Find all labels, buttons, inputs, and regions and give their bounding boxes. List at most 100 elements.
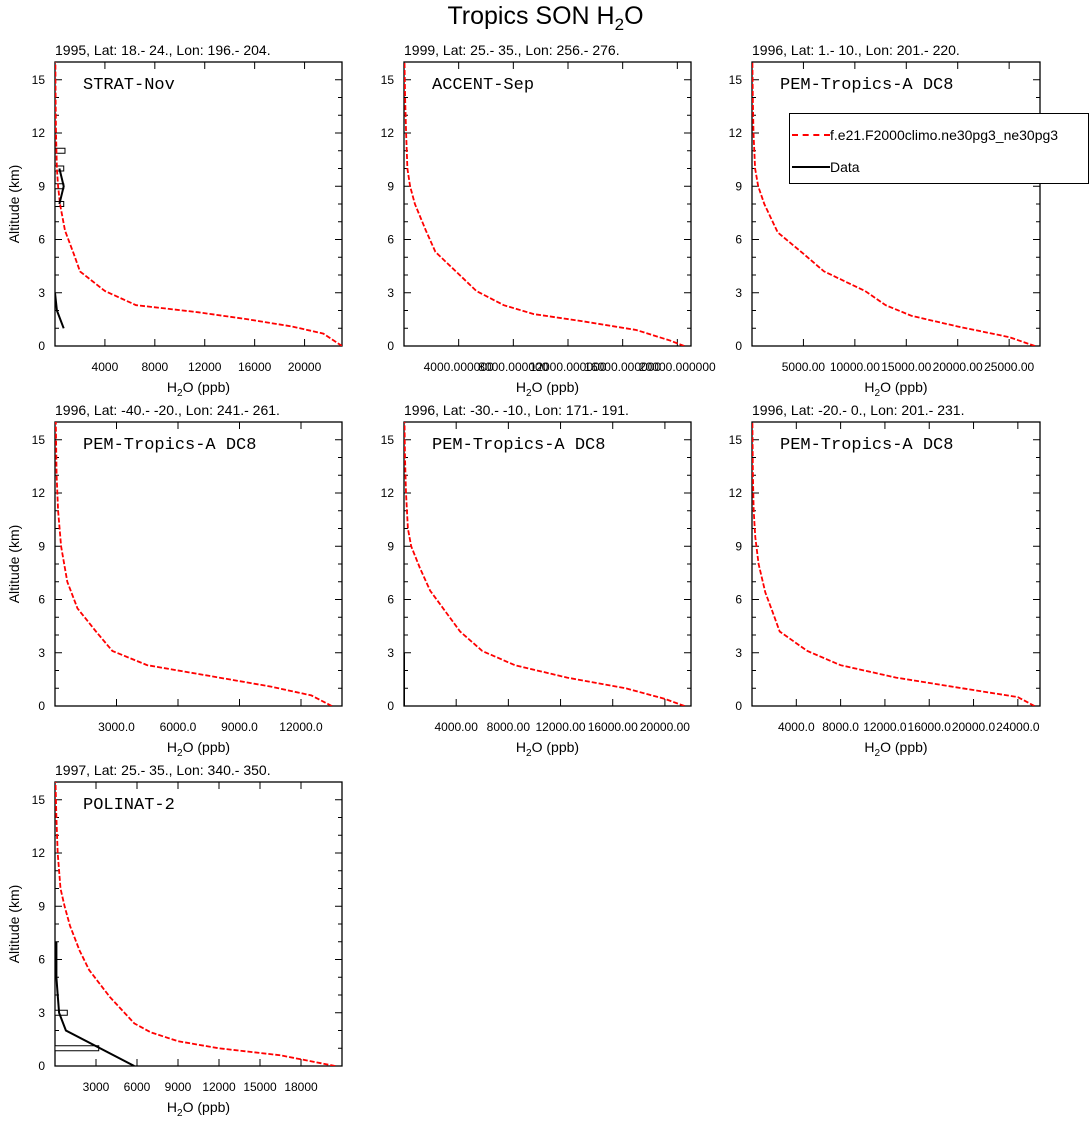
y-tick-label: 12 (32, 486, 46, 500)
panel-subtitle: 1996, Lat: -30.- -10., Lon: 171.- 191. (404, 402, 629, 418)
x-tick-label: 10000.00 (830, 360, 880, 374)
y-axis-label: Altitude (km) (6, 885, 22, 964)
y-tick-label: 3 (38, 646, 45, 660)
y-tick-label: 0 (735, 699, 742, 713)
y-tick-label: 12 (32, 126, 46, 140)
x-tick-label: 24000.0 (996, 720, 1040, 734)
x-tick-label: 25000.00 (984, 360, 1034, 374)
x-tick-label: 4000.00 (434, 720, 478, 734)
data-error-bar (54, 1009, 68, 1016)
y-tick-label: 12 (729, 486, 743, 500)
x-tick-label: 15000 (243, 1080, 277, 1094)
x-axis-label-subscript: 2 (875, 388, 881, 399)
x-axis-label-subscript: 2 (875, 748, 881, 759)
x-axis-label: H2O (ppb) (864, 739, 927, 759)
y-tick-label: 0 (38, 339, 45, 353)
y-tick-label: 15 (729, 73, 743, 87)
model-profile-line (404, 422, 685, 706)
legend-data-label: Data (830, 159, 860, 175)
x-axis-label: H2O (ppb) (167, 379, 230, 399)
x-tick-label: 4000.0 (778, 720, 815, 734)
y-tick-label: 15 (729, 433, 743, 447)
plot-frame (54, 421, 343, 707)
x-axis-label-rest: O (ppb) (880, 739, 927, 755)
x-tick-label: 6000 (124, 1080, 151, 1094)
x-axis-label: H2O (ppb) (167, 739, 230, 759)
plot-frame (403, 61, 692, 347)
panel-subtitle: 1997, Lat: 25.- 35., Lon: 340.- 350. (55, 762, 271, 778)
plot-frame (403, 421, 692, 707)
x-tick-label: 16000.00 (588, 720, 638, 734)
x-tick-label: 8000.000000 (478, 360, 548, 374)
y-tick-label: 12 (32, 846, 46, 860)
legend-model-label: f.e21.F2000climo.ne30pg3_ne30pg3 (830, 127, 1059, 143)
x-axis-label-subscript: 2 (526, 748, 532, 759)
y-tick-label: 12 (381, 126, 395, 140)
title-suffix: O (624, 2, 644, 30)
x-tick-label: 3000.0 (98, 720, 135, 734)
data-error-bar (54, 1045, 100, 1052)
figure-title: Tropics SON H2O (0, 2, 1091, 35)
y-tick-label: 12 (729, 126, 743, 140)
y-tick-label: 0 (387, 339, 394, 353)
y-tick-label: 15 (32, 73, 46, 87)
x-axis-label: H2O (ppb) (167, 1099, 230, 1119)
panel-5: 0 3 6 9 12 15 4000.00 8000.00 12000.00 16000.00 20… (381, 402, 692, 759)
x-tick-label: 4000 (92, 360, 119, 374)
panel-6: 0 3 6 9 12 15 4000.0 8000.0 12000.0 16000.0 20000.… (729, 402, 1041, 759)
x-tick-label: 9000.0 (221, 720, 258, 734)
observation-profile-line (55, 941, 135, 1066)
campaign-label: PEM-Tropics-A DC8 (780, 436, 953, 455)
x-tick-label: 20000.000000 (639, 360, 716, 374)
x-axis-label: H2O (ppb) (516, 379, 579, 399)
y-tick-label: 6 (38, 953, 45, 967)
x-tick-label: 16000.000000 (584, 360, 661, 374)
x-axis-label-rest: O (ppb) (183, 379, 230, 395)
y-tick-label: 9 (387, 539, 394, 553)
model-profile-line (55, 62, 342, 346)
model-profile-line (55, 422, 333, 706)
x-tick-label: 12000.0 (279, 720, 323, 734)
y-tick-label: 3 (735, 286, 742, 300)
y-tick-label: 9 (387, 179, 394, 193)
model-profile-line (404, 62, 685, 346)
observation-profile-line (55, 292, 65, 329)
y-tick-label: 0 (735, 339, 742, 353)
y-tick-label: 12 (381, 486, 395, 500)
y-axis-label: Altitude (km) (6, 165, 22, 244)
x-tick-label: 12000.0 (863, 720, 907, 734)
panel-subtitle: 1996, Lat: -20.- 0., Lon: 201.- 231. (752, 402, 964, 418)
x-axis-label-rest: O (ppb) (532, 739, 579, 755)
x-tick-label: 20000.00 (933, 360, 983, 374)
campaign-label: PEM-Tropics-A DC8 (432, 436, 605, 455)
y-tick-label: 0 (38, 699, 45, 713)
x-tick-label: 5000.00 (782, 360, 826, 374)
x-axis-label-rest: O (ppb) (183, 739, 230, 755)
y-tick-label: 3 (387, 286, 394, 300)
x-axis-label-subscript: 2 (177, 1108, 183, 1119)
y-tick-label: 6 (38, 233, 45, 247)
legend: f.e21.F2000climo.ne30pg3_ne30pg3 Data (789, 113, 1089, 184)
y-tick-label: 15 (381, 433, 395, 447)
y-tick-label: 9 (38, 539, 45, 553)
y-tick-label: 15 (381, 73, 395, 87)
title-prefix: Tropics SON H (447, 2, 615, 30)
x-tick-label: 4000.000000 (424, 360, 494, 374)
x-tick-label: 15000.00 (881, 360, 931, 374)
y-tick-label: 3 (735, 646, 742, 660)
title-subscript: 2 (614, 15, 625, 34)
x-tick-label: 12000 (188, 360, 222, 374)
x-axis-label: H2O (ppb) (516, 739, 579, 759)
x-axis-label-subscript: 2 (177, 748, 183, 759)
y-axis-label: Altitude (km) (6, 525, 22, 604)
plot-frame (751, 421, 1041, 707)
model-profile-line (752, 422, 1035, 706)
y-tick-label: 3 (38, 286, 45, 300)
x-tick-label: 12000.00 (536, 720, 586, 734)
y-tick-label: 9 (38, 179, 45, 193)
x-tick-label: 18000 (284, 1080, 318, 1094)
panel-subtitle: 1995, Lat: 18.- 24., Lon: 196.- 204. (55, 42, 271, 58)
model-profile-line (55, 782, 336, 1066)
